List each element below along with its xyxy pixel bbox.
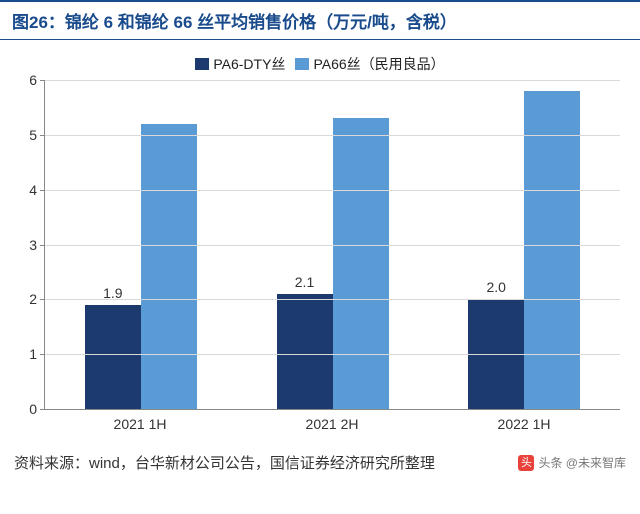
- y-tick-mark: [40, 245, 45, 246]
- legend-label: PA6-DTY丝: [213, 54, 285, 74]
- x-tick-label: 2021 2H: [236, 410, 428, 440]
- y-tick-mark: [40, 299, 45, 300]
- legend-item: PA6-DTY丝: [195, 54, 285, 74]
- toutiao-icon: 头: [518, 455, 534, 471]
- chart: 1.92.12.0 0123456 2021 1H2021 2H2022 1H: [44, 80, 620, 440]
- grid-line: [45, 354, 620, 355]
- byline-text: 头条 @未来智库: [538, 454, 626, 471]
- bar: 2.1: [277, 294, 333, 409]
- y-tick-mark: [40, 190, 45, 191]
- chart-title: 图26：锦纶 6 和锦纶 66 丝平均销售价格（万元/吨，含税）: [12, 8, 628, 33]
- legend-item: PA66丝（民用良品）: [295, 54, 444, 74]
- x-tick-label: 2022 1H: [428, 410, 620, 440]
- bar-value-label: 2.1: [295, 274, 314, 294]
- bar: [141, 124, 197, 409]
- grid-line: [45, 245, 620, 246]
- grid-line: [45, 190, 620, 191]
- bar-value-label: 2.0: [486, 279, 505, 299]
- x-tick-label: 2021 1H: [44, 410, 236, 440]
- legend: PA6-DTY丝 PA66丝（民用良品）: [0, 40, 640, 80]
- chart-title-bar: 图26：锦纶 6 和锦纶 66 丝平均销售价格（万元/吨，含税）: [0, 0, 640, 40]
- legend-swatch: [295, 58, 309, 70]
- bar: [333, 118, 389, 409]
- bar-value-label: 1.9: [103, 285, 122, 305]
- bar: 1.9: [85, 305, 141, 409]
- byline: 头 头条 @未来智库: [518, 454, 626, 471]
- legend-swatch: [195, 58, 209, 70]
- x-axis-labels: 2021 1H2021 2H2022 1H: [44, 410, 620, 440]
- grid-line: [45, 80, 620, 81]
- y-tick-mark: [40, 135, 45, 136]
- bar: [524, 91, 580, 409]
- legend-label: PA66丝（民用良品）: [313, 54, 444, 74]
- plot-area: 1.92.12.0 0123456: [44, 80, 620, 410]
- y-tick-mark: [40, 354, 45, 355]
- grid-line: [45, 299, 620, 300]
- source-text: 资料来源：wind，台华新材公司公告，国信证券经济研究所整理: [14, 452, 435, 473]
- grid-line: [45, 135, 620, 136]
- footer-row: 资料来源：wind，台华新材公司公告，国信证券经济研究所整理 头 头条 @未来智…: [0, 440, 640, 473]
- y-tick-mark: [40, 80, 45, 81]
